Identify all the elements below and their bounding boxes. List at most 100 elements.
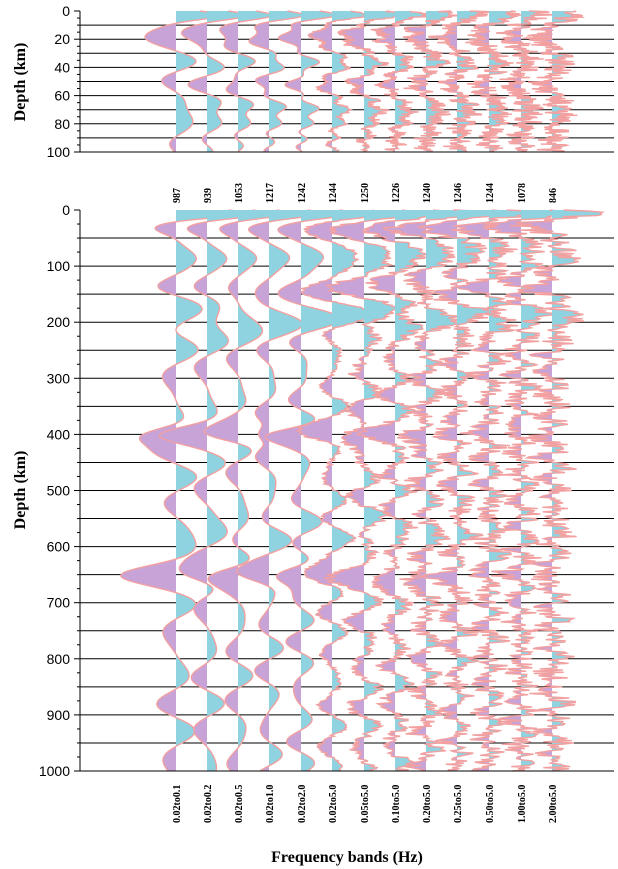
bottom-trace-line bbox=[323, 209, 424, 772]
top-positive-fill bbox=[301, 11, 337, 152]
bottom-trace-line bbox=[451, 209, 545, 772]
top-negative-fill bbox=[278, 11, 301, 152]
bottom-positive-fill bbox=[238, 210, 290, 771]
bottom-trace-line bbox=[509, 209, 606, 772]
bottom-trace-0.02to2.0 bbox=[264, 209, 355, 772]
bottom-tick-label: 400 bbox=[47, 426, 71, 442]
top-negative-fill bbox=[308, 11, 332, 152]
bottom-negative-fill bbox=[451, 210, 489, 771]
bottom-negative-fill bbox=[323, 210, 364, 771]
top-trace-line bbox=[523, 10, 585, 153]
band-label-0.02to0.5: 0.02to0.5 bbox=[234, 785, 245, 823]
bottom-trace-2.00to5.0 bbox=[509, 209, 606, 772]
top-trace-0.20to5.0 bbox=[402, 10, 465, 152]
bottom-tick-label: 200 bbox=[47, 314, 71, 330]
frequency-band-labels: 0.02to0.1 0.02to0.2 0.02to0.5 0.02to1.0 0.02… bbox=[172, 785, 559, 823]
trace-count-0.02to0.2: 939 bbox=[203, 188, 214, 203]
x-axis-title: Frequency bands (Hz) bbox=[271, 849, 423, 866]
top-tick-label: 40 bbox=[54, 59, 70, 75]
top-trace-line bbox=[277, 10, 337, 153]
bottom-tick-label: 700 bbox=[47, 595, 71, 611]
top-trace-line bbox=[369, 10, 430, 152]
bottom-trace-0.02to1.0 bbox=[236, 209, 323, 772]
top-trace-2.00to5.0 bbox=[523, 10, 585, 153]
top-trace-0.02to1.0 bbox=[248, 10, 305, 152]
bottom-tick-label: 300 bbox=[47, 370, 71, 386]
top-y-axis-title: Depth (km) bbox=[12, 43, 29, 122]
bottom-trace-0.02to0.1 bbox=[120, 209, 247, 772]
band-label-1.00to5.0: 1.00to5.0 bbox=[517, 785, 528, 823]
band-label-0.05to5.0: 0.05to5.0 bbox=[360, 785, 371, 823]
top-trace-line bbox=[180, 10, 247, 152]
bottom-tick-label: 800 bbox=[47, 651, 71, 667]
bottom-trace-0.02to0.5 bbox=[203, 209, 291, 772]
top-trace-0.02to0.5 bbox=[219, 10, 273, 153]
bottom-y-axis-title: Depth (km) bbox=[12, 451, 29, 530]
top-panel: 0 20 40 60 80 100 Depth (km) bbox=[12, 3, 614, 160]
bottom-trace-0.02to0.2 bbox=[158, 209, 269, 772]
top-tick-label: 0 bbox=[62, 3, 70, 19]
bottom-tick-label: 600 bbox=[47, 539, 71, 555]
trace-count-0.02to0.5: 1053 bbox=[234, 183, 245, 203]
top-negative-fill bbox=[219, 11, 238, 152]
band-label-0.02to0.2: 0.02to0.2 bbox=[203, 785, 214, 823]
top-tick-label: 20 bbox=[54, 31, 70, 47]
top-trace-line bbox=[495, 10, 553, 153]
top-negative-fill bbox=[145, 11, 176, 152]
band-label-0.25to5.0: 0.25to5.0 bbox=[453, 785, 464, 823]
bottom-tick-label: 900 bbox=[47, 707, 71, 723]
trace-count-0.50to5.0: 1244 bbox=[485, 183, 496, 203]
trace-count-2.00to5.0: 846 bbox=[548, 188, 559, 203]
trace-count-0.02to0.1: 987 bbox=[172, 188, 183, 203]
top-tick-label: 60 bbox=[54, 88, 70, 104]
trace-count-labels: 987 939 1053 1217 1242 1244 1250 1226 1240 1246 12… bbox=[172, 183, 559, 203]
top-traces bbox=[144, 10, 585, 153]
band-label-0.20to5.0: 0.20to5.0 bbox=[422, 785, 433, 823]
bottom-negative-fill bbox=[417, 210, 457, 771]
bottom-trace-line bbox=[236, 209, 323, 772]
bottom-trace-line bbox=[382, 209, 486, 772]
bottom-negative-fill bbox=[159, 210, 207, 771]
bottom-trace-line bbox=[120, 209, 247, 772]
bottom-trace-line bbox=[203, 209, 291, 772]
top-trace-line bbox=[336, 10, 408, 153]
top-trace-0.10to5.0 bbox=[369, 10, 430, 152]
top-trace-line bbox=[428, 10, 491, 153]
top-tick-label: 100 bbox=[47, 144, 71, 160]
bottom-positive-fill bbox=[332, 210, 386, 771]
band-label-0.02to2.0: 0.02to2.0 bbox=[297, 785, 308, 823]
top-trace-0.02to0.1 bbox=[144, 10, 221, 152]
bottom-trace-0.05to5.0 bbox=[323, 209, 424, 772]
top-trace-line bbox=[219, 10, 273, 153]
band-label-0.50to5.0: 0.50to5.0 bbox=[485, 785, 496, 823]
bottom-y-axis: 0 100 200 300 400 500 600 700 800 900 1000 bbox=[39, 202, 614, 779]
bottom-positive-fill bbox=[301, 210, 354, 771]
bottom-tick-label: 100 bbox=[47, 258, 71, 274]
trace-count-0.02to5.0: 1244 bbox=[328, 183, 339, 203]
top-negative-fill bbox=[338, 11, 364, 152]
bottom-traces bbox=[120, 209, 606, 772]
bottom-trace-line bbox=[158, 209, 269, 772]
top-trace-line bbox=[465, 10, 525, 153]
bottom-trace-1.00to5.0 bbox=[482, 209, 570, 772]
band-label-0.02to5.0: 0.02to5.0 bbox=[328, 785, 339, 823]
top-trace-0.02to0.2 bbox=[180, 10, 247, 152]
top-trace-0.02to2.0 bbox=[277, 10, 337, 153]
bottom-trace-0.25to5.0 bbox=[417, 209, 513, 772]
bottom-tick-label: 0 bbox=[62, 202, 70, 218]
bottom-trace-line bbox=[264, 209, 355, 772]
trace-count-0.05to5.0: 1250 bbox=[360, 183, 371, 203]
top-trace-0.50to5.0 bbox=[465, 10, 525, 153]
bottom-trace-line bbox=[482, 209, 570, 772]
bottom-tick-label: 500 bbox=[47, 483, 71, 499]
bottom-trace-0.10to5.0 bbox=[354, 209, 452, 772]
top-trace-0.02to5.0 bbox=[307, 10, 371, 152]
top-tick-label: 80 bbox=[54, 116, 70, 132]
bottom-trace-line bbox=[417, 209, 513, 772]
top-trace-1.00to5.0 bbox=[495, 10, 553, 153]
bottom-trace-line bbox=[354, 209, 452, 772]
bottom-trace-line bbox=[296, 209, 387, 772]
bottom-tick-label: 1000 bbox=[39, 763, 70, 779]
band-label-0.02to0.1: 0.02to0.1 bbox=[172, 785, 183, 823]
bottom-trace-0.20to5.0 bbox=[382, 209, 486, 772]
